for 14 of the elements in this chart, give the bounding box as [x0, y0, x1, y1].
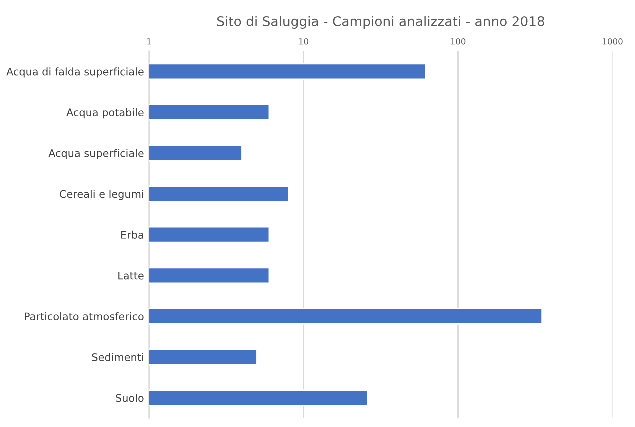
y-tick-label: Particolato atmosferico: [25, 312, 144, 321]
x-tick-label: 1: [147, 38, 152, 45]
x-tick-label: 1000: [603, 38, 623, 45]
y-tick-label: Acqua superficiale: [48, 149, 144, 160]
y-tick-label: Sedimenti: [92, 353, 144, 362]
y-tick-label: Erba: [122, 230, 144, 239]
y-tick-label: Cereali e legumi: [60, 190, 144, 200]
chart-title: Sito di Saluggia - Campioni analizzati - anno 2018: [217, 16, 544, 29]
y-tick-label: Latte: [118, 272, 144, 280]
y-tick-label: Suolo: [116, 394, 144, 402]
x-tick-label: 10: [299, 38, 308, 45]
y-tick-label: Acqua potabile: [66, 108, 144, 119]
y-tick-label: Acqua di falda superficiale: [6, 68, 144, 78]
x-tick-label: 100: [451, 38, 466, 45]
